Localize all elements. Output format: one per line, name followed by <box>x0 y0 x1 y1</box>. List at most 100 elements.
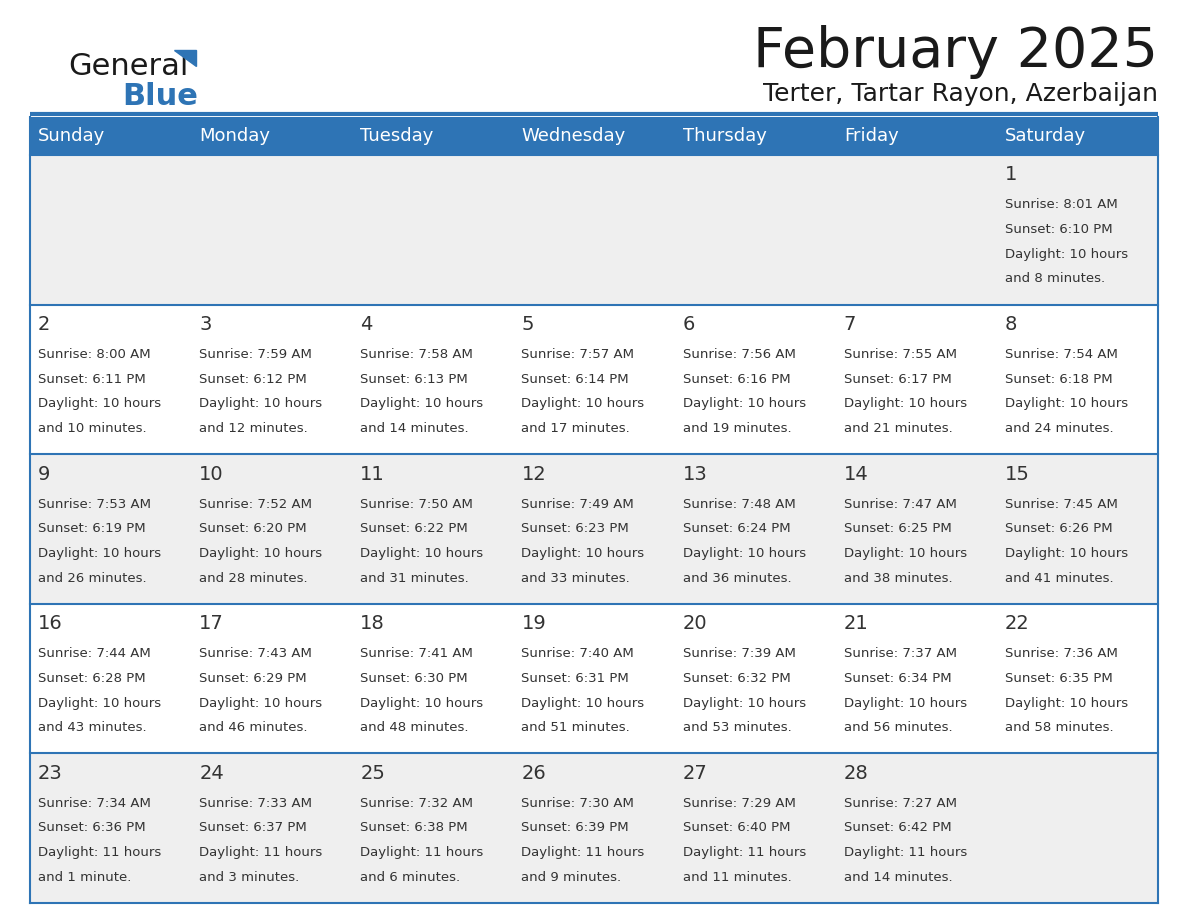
Text: 10: 10 <box>200 465 223 484</box>
Text: Daylight: 10 hours: Daylight: 10 hours <box>683 397 805 410</box>
Text: Sunset: 6:42 PM: Sunset: 6:42 PM <box>843 822 952 834</box>
Text: Daylight: 10 hours: Daylight: 10 hours <box>522 397 645 410</box>
Text: and 43 minutes.: and 43 minutes. <box>38 722 146 734</box>
Text: Daylight: 10 hours: Daylight: 10 hours <box>360 397 484 410</box>
Text: Sunset: 6:20 PM: Sunset: 6:20 PM <box>200 522 307 535</box>
Text: Daylight: 10 hours: Daylight: 10 hours <box>843 547 967 560</box>
Text: Daylight: 10 hours: Daylight: 10 hours <box>38 397 162 410</box>
Text: 1: 1 <box>1005 165 1017 185</box>
Text: Sunset: 6:23 PM: Sunset: 6:23 PM <box>522 522 630 535</box>
Text: 8: 8 <box>1005 315 1017 334</box>
Text: Sunset: 6:13 PM: Sunset: 6:13 PM <box>360 373 468 386</box>
Text: 23: 23 <box>38 764 63 783</box>
Text: Daylight: 10 hours: Daylight: 10 hours <box>1005 248 1129 261</box>
Text: Sunrise: 7:27 AM: Sunrise: 7:27 AM <box>843 797 956 810</box>
Text: Sunset: 6:16 PM: Sunset: 6:16 PM <box>683 373 790 386</box>
Text: Sunset: 6:19 PM: Sunset: 6:19 PM <box>38 522 146 535</box>
Text: Daylight: 11 hours: Daylight: 11 hours <box>683 846 805 859</box>
Text: and 6 minutes.: and 6 minutes. <box>360 871 461 884</box>
Text: 16: 16 <box>38 614 63 633</box>
Text: and 14 minutes.: and 14 minutes. <box>360 422 469 435</box>
Text: Daylight: 10 hours: Daylight: 10 hours <box>1005 547 1129 560</box>
Text: Daylight: 10 hours: Daylight: 10 hours <box>200 697 322 710</box>
Bar <box>30 305 1158 454</box>
Text: Sunset: 6:40 PM: Sunset: 6:40 PM <box>683 822 790 834</box>
Text: Daylight: 11 hours: Daylight: 11 hours <box>200 846 322 859</box>
Text: 5: 5 <box>522 315 533 334</box>
Text: Sunset: 6:38 PM: Sunset: 6:38 PM <box>360 822 468 834</box>
Text: and 36 minutes.: and 36 minutes. <box>683 572 791 585</box>
Text: 9: 9 <box>38 465 50 484</box>
Text: Daylight: 10 hours: Daylight: 10 hours <box>38 547 162 560</box>
Text: Wednesday: Wednesday <box>522 127 626 145</box>
Text: 27: 27 <box>683 764 707 783</box>
Text: Sunrise: 7:30 AM: Sunrise: 7:30 AM <box>522 797 634 810</box>
Text: and 51 minutes.: and 51 minutes. <box>522 722 631 734</box>
Text: Blue: Blue <box>122 82 198 111</box>
Text: and 46 minutes.: and 46 minutes. <box>200 722 308 734</box>
Text: General: General <box>68 52 189 81</box>
Text: Daylight: 10 hours: Daylight: 10 hours <box>843 697 967 710</box>
Text: Sunrise: 7:50 AM: Sunrise: 7:50 AM <box>360 498 473 510</box>
Text: and 28 minutes.: and 28 minutes. <box>200 572 308 585</box>
Text: Sunrise: 7:32 AM: Sunrise: 7:32 AM <box>360 797 473 810</box>
Text: Daylight: 10 hours: Daylight: 10 hours <box>1005 697 1129 710</box>
Text: and 38 minutes.: and 38 minutes. <box>843 572 953 585</box>
Text: and 58 minutes.: and 58 minutes. <box>1005 722 1113 734</box>
Text: 24: 24 <box>200 764 225 783</box>
Text: Daylight: 10 hours: Daylight: 10 hours <box>843 397 967 410</box>
Text: 17: 17 <box>200 614 225 633</box>
Text: Sunset: 6:28 PM: Sunset: 6:28 PM <box>38 672 146 685</box>
Text: Daylight: 11 hours: Daylight: 11 hours <box>843 846 967 859</box>
Text: Daylight: 10 hours: Daylight: 10 hours <box>360 547 484 560</box>
Text: 4: 4 <box>360 315 373 334</box>
Text: Daylight: 10 hours: Daylight: 10 hours <box>360 697 484 710</box>
Text: Daylight: 10 hours: Daylight: 10 hours <box>522 697 645 710</box>
Text: Daylight: 10 hours: Daylight: 10 hours <box>38 697 162 710</box>
Text: and 8 minutes.: and 8 minutes. <box>1005 273 1105 285</box>
Text: 15: 15 <box>1005 465 1030 484</box>
Text: 21: 21 <box>843 614 868 633</box>
Text: Daylight: 10 hours: Daylight: 10 hours <box>200 547 322 560</box>
Text: 20: 20 <box>683 614 707 633</box>
Text: Sunset: 6:30 PM: Sunset: 6:30 PM <box>360 672 468 685</box>
Text: Daylight: 11 hours: Daylight: 11 hours <box>360 846 484 859</box>
Text: and 31 minutes.: and 31 minutes. <box>360 572 469 585</box>
Text: 26: 26 <box>522 764 546 783</box>
Text: Sunrise: 7:41 AM: Sunrise: 7:41 AM <box>360 647 473 660</box>
Text: Sunset: 6:35 PM: Sunset: 6:35 PM <box>1005 672 1113 685</box>
Text: and 19 minutes.: and 19 minutes. <box>683 422 791 435</box>
Text: and 41 minutes.: and 41 minutes. <box>1005 572 1113 585</box>
Bar <box>30 155 1158 305</box>
Text: Sunset: 6:37 PM: Sunset: 6:37 PM <box>200 822 307 834</box>
Text: and 24 minutes.: and 24 minutes. <box>1005 422 1113 435</box>
Text: Sunrise: 8:01 AM: Sunrise: 8:01 AM <box>1005 198 1118 211</box>
Text: and 33 minutes.: and 33 minutes. <box>522 572 631 585</box>
Text: Daylight: 11 hours: Daylight: 11 hours <box>38 846 162 859</box>
Text: and 11 minutes.: and 11 minutes. <box>683 871 791 884</box>
Text: Sunrise: 7:52 AM: Sunrise: 7:52 AM <box>200 498 312 510</box>
Text: Sunrise: 7:45 AM: Sunrise: 7:45 AM <box>1005 498 1118 510</box>
Text: 3: 3 <box>200 315 211 334</box>
Text: and 26 minutes.: and 26 minutes. <box>38 572 146 585</box>
Text: Sunday: Sunday <box>38 127 106 145</box>
Text: Sunrise: 7:40 AM: Sunrise: 7:40 AM <box>522 647 634 660</box>
Text: Sunrise: 7:29 AM: Sunrise: 7:29 AM <box>683 797 796 810</box>
Bar <box>30 454 1158 604</box>
Text: 13: 13 <box>683 465 707 484</box>
Text: 25: 25 <box>360 764 385 783</box>
Text: Sunset: 6:25 PM: Sunset: 6:25 PM <box>843 522 952 535</box>
Text: Sunrise: 7:34 AM: Sunrise: 7:34 AM <box>38 797 151 810</box>
Text: and 12 minutes.: and 12 minutes. <box>200 422 308 435</box>
Text: Thursday: Thursday <box>683 127 766 145</box>
Text: Daylight: 10 hours: Daylight: 10 hours <box>683 697 805 710</box>
Text: and 53 minutes.: and 53 minutes. <box>683 722 791 734</box>
Text: 11: 11 <box>360 465 385 484</box>
Text: Sunrise: 7:58 AM: Sunrise: 7:58 AM <box>360 348 473 361</box>
Text: Friday: Friday <box>843 127 898 145</box>
Text: Sunset: 6:29 PM: Sunset: 6:29 PM <box>200 672 307 685</box>
Text: and 10 minutes.: and 10 minutes. <box>38 422 146 435</box>
Text: 14: 14 <box>843 465 868 484</box>
Text: and 17 minutes.: and 17 minutes. <box>522 422 631 435</box>
Text: Sunset: 6:36 PM: Sunset: 6:36 PM <box>38 822 146 834</box>
